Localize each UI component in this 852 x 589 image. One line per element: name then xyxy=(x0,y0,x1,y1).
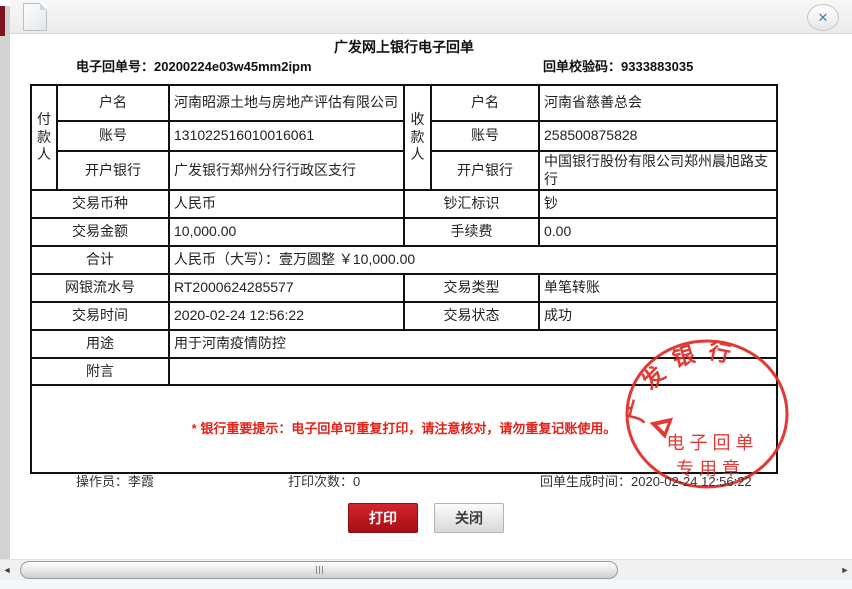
type-value: 单笔转账 xyxy=(538,273,778,303)
total-value: 人民币（大写）：壹万圆整 ￥10,000.00 xyxy=(168,245,778,275)
amount-label: 交易金额 xyxy=(30,217,170,247)
table-row: 付款人 户名 河南昭源土地与房地产评估有限公司 收款人 户名 河南省慈善总会 xyxy=(30,84,778,191)
payee-role-cell: 收款人 xyxy=(403,84,432,191)
serial-value: RT2000624285577 xyxy=(168,273,405,303)
scrollbar-right-arrow-icon[interactable]: ► xyxy=(840,565,850,575)
fee-value: 0.00 xyxy=(538,217,778,247)
table-row: 交易金额 10,000.00 手续费 0.00 xyxy=(30,217,778,247)
table-row: * 银行重要提示：电子回单可重复打印，请注意核对，请勿重复记账使用。 xyxy=(30,384,778,474)
cash-flag-label: 钞汇标识 xyxy=(403,189,540,219)
receipt-table: 付款人 户名 河南昭源土地与房地产评估有限公司 收款人 户名 河南省慈善总会 账… xyxy=(30,84,778,474)
bank-warning-text: * 银行重要提示：电子回单可重复打印，请注意核对，请勿重复记账使用。 xyxy=(191,421,617,437)
notice-cell: * 银行重要提示：电子回单可重复打印，请注意核对，请勿重复记账使用。 xyxy=(30,384,778,474)
dialog-titlebar: ✕ xyxy=(10,0,852,34)
payer-name-value: 河南昭源土地与房地产评估有限公司 xyxy=(168,84,405,122)
dialog-close-button[interactable]: ✕ xyxy=(807,4,839,31)
table-row: 交易币种 人民币 钞汇标识 钞 xyxy=(30,189,778,219)
background-page-strip-top xyxy=(0,0,10,6)
table-row: 用途 用于河南疫情防控 xyxy=(30,329,778,359)
close-button[interactable]: 关闭 xyxy=(434,503,504,533)
type-label: 交易类型 xyxy=(403,273,540,303)
table-row: 网银流水号 RT2000624285577 交易类型 单笔转账 xyxy=(30,273,778,303)
time-value: 2020-02-24 12:56:22 xyxy=(168,301,405,331)
background-page-strip xyxy=(0,0,10,589)
page-title: 广发网上银行电子回单 xyxy=(334,39,474,55)
table-row: 账号 131022516010016061 账号 258500875828 xyxy=(31,120,778,152)
payer-bank-label: 开户银行 xyxy=(56,150,170,191)
table-row: 开户银行 广发银行郑州分行行政区支行 开户银行 中国银行股份有限公司郑州晨旭路支… xyxy=(31,150,778,191)
operator-text: 操作员：李霞 xyxy=(76,474,155,489)
total-label: 合计 xyxy=(30,245,170,275)
payee-name-value: 河南省慈善总会 xyxy=(538,84,778,122)
payee-account-label: 账号 xyxy=(430,120,540,152)
purpose-label: 用途 xyxy=(30,329,170,359)
amount-value: 10,000.00 xyxy=(168,217,405,247)
print-button[interactable]: 打印 xyxy=(348,503,418,533)
time-label: 交易时间 xyxy=(30,301,170,331)
payee-name-label: 户名 xyxy=(430,84,540,122)
currency-label: 交易币种 xyxy=(30,189,170,219)
remark-label: 附言 xyxy=(30,357,170,386)
currency-value: 人民币 xyxy=(168,189,405,219)
scrollbar-grip-icon xyxy=(318,566,320,574)
remark-value xyxy=(168,357,778,386)
fee-label: 手续费 xyxy=(403,217,540,247)
table-row: 交易时间 2020-02-24 12:56:22 交易状态 成功 xyxy=(30,301,778,331)
payer-bank-value: 广发银行郑州分行行政区支行 xyxy=(168,150,405,191)
horizontal-scrollbar[interactable]: ◄ ► xyxy=(0,559,852,580)
status-label: 交易状态 xyxy=(403,301,540,331)
purpose-value: 用于河南疫情防控 xyxy=(168,329,778,359)
payer-role-cell: 付款人 xyxy=(30,84,58,191)
payee-account-value: 258500875828 xyxy=(538,120,778,152)
payer-account-value: 131022516010016061 xyxy=(168,120,405,152)
generated-time-text: 回单生成时间：2020-02-24 12:56:22 xyxy=(540,474,752,489)
table-row: 合计 人民币（大写）：壹万圆整 ￥10,000.00 xyxy=(30,245,778,275)
document-icon xyxy=(23,3,47,31)
bottom-strip xyxy=(0,580,852,589)
status-value: 成功 xyxy=(538,301,778,331)
scrollbar-left-arrow-icon[interactable]: ◄ xyxy=(2,565,12,575)
button-row: 打印 关闭 xyxy=(0,503,852,533)
table-row: 附言 xyxy=(30,357,778,386)
scrollbar-thumb[interactable] xyxy=(20,561,618,579)
payer-account-label: 账号 xyxy=(56,120,170,152)
cash-flag-value: 钞 xyxy=(538,189,778,219)
receipt-number: 电子回单号：20200224e03w45mm2ipm xyxy=(76,59,312,74)
close-icon: ✕ xyxy=(817,10,829,25)
payer-name-label: 户名 xyxy=(56,84,170,122)
payee-bank-value: 中国银行股份有限公司郑州晨旭路支行 xyxy=(538,150,778,191)
check-code: 回单校验码：9333883035 xyxy=(543,59,694,74)
serial-label: 网银流水号 xyxy=(30,273,170,303)
payee-bank-label: 开户银行 xyxy=(430,150,540,191)
print-count-text: 打印次数：0 xyxy=(288,474,361,489)
background-page-red-bar xyxy=(0,6,5,36)
